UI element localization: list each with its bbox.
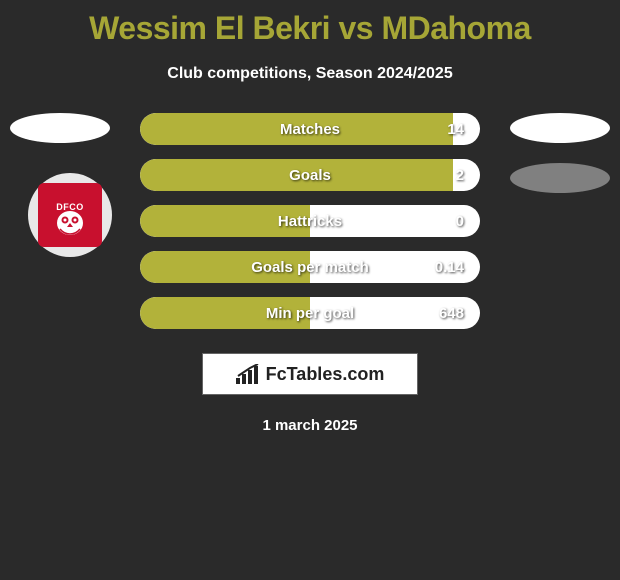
right-marker-1: [510, 113, 610, 143]
right-marker-2: [510, 163, 610, 193]
stat-label: Min per goal: [266, 305, 354, 322]
stat-value: 0: [456, 213, 464, 230]
content-area: DFCO Matches 14 Goals 2 Hattricks: [0, 113, 620, 434]
chart-icon: [236, 364, 260, 384]
stat-value: 14: [447, 121, 464, 138]
left-marker-1: [10, 113, 110, 143]
team-badge: DFCO: [28, 173, 112, 257]
stat-row-hattricks: Hattricks 0: [140, 205, 480, 237]
stat-row-min-per-goal: Min per goal 648: [140, 297, 480, 329]
owl-icon: [54, 209, 86, 239]
stat-value: 648: [439, 305, 464, 322]
fctables-logo[interactable]: FcTables.com: [202, 353, 418, 395]
stat-label: Goals per match: [251, 259, 369, 276]
date-text: 1 march 2025: [0, 417, 620, 434]
logo-text: FcTables.com: [266, 364, 385, 385]
subtitle: Club competitions, Season 2024/2025: [0, 65, 620, 83]
stat-row-goals: Goals 2: [140, 159, 480, 191]
stats-list: Matches 14 Goals 2 Hattricks 0 Goals per…: [140, 113, 480, 329]
stat-row-goals-per-match: Goals per match 0.14: [140, 251, 480, 283]
stat-value: 0.14: [435, 259, 464, 276]
page-title: Wessim El Bekri vs MDahoma: [0, 0, 620, 47]
stat-label: Hattricks: [278, 213, 342, 230]
stat-label: Goals: [289, 167, 331, 184]
stat-value: 2: [456, 167, 464, 184]
stat-row-matches: Matches 14: [140, 113, 480, 145]
stat-label: Matches: [280, 121, 340, 138]
team-badge-inner: DFCO: [38, 183, 102, 247]
